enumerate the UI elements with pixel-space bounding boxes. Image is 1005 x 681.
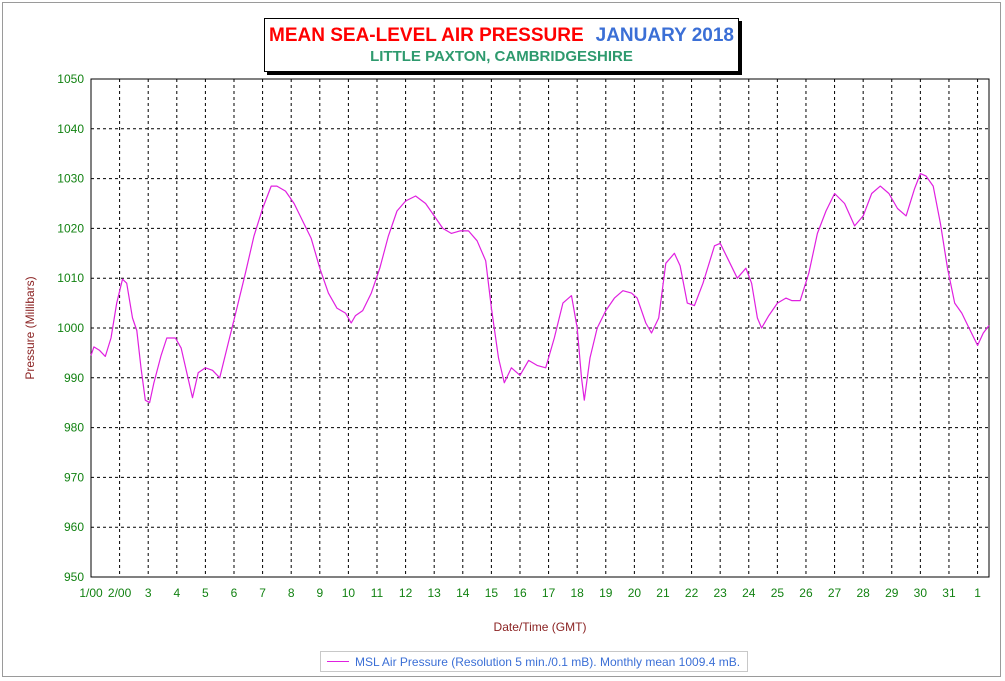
x-tick-label: 28 — [856, 586, 870, 600]
x-tick-label: 17 — [542, 586, 556, 600]
x-tick-label: 18 — [570, 586, 584, 600]
y-tick-label: 1010 — [57, 271, 84, 285]
x-tick-label: 9 — [316, 586, 323, 600]
x-tick-label: 24 — [742, 586, 756, 600]
x-axis-label: Date/Time (GMT) — [494, 620, 587, 634]
x-tick-label: 4 — [173, 586, 180, 600]
legend-swatch — [327, 661, 349, 662]
legend: MSL Air Pressure (Resolution 5 min./0.1 … — [320, 651, 748, 672]
x-tick-label: 25 — [771, 586, 785, 600]
plot-area — [90, 78, 990, 578]
x-tick-label: 21 — [656, 586, 670, 600]
x-tick-label: 12 — [399, 586, 413, 600]
chart-subtitle: LITTLE PAXTON, CAMBRIDGESHIRE — [370, 48, 633, 65]
x-tick-label: 16 — [513, 586, 527, 600]
x-tick-label: 23 — [713, 586, 727, 600]
x-tick-label: 2/00 — [108, 586, 132, 600]
x-tick-label: 6 — [231, 586, 238, 600]
y-tick-label: 990 — [64, 371, 84, 385]
x-tick-label: 27 — [828, 586, 842, 600]
y-axis-label: Pressure (Millibars) — [23, 276, 37, 379]
y-axis-ticks: 950 960 970 980 990 1000 1010 1020 1030 1040 1050 — [57, 72, 84, 584]
x-tick-label: 30 — [914, 586, 928, 600]
x-tick-label: 19 — [599, 586, 613, 600]
y-tick-label: 980 — [64, 421, 84, 435]
y-tick-label: 960 — [64, 520, 84, 534]
x-tick-label: 15 — [485, 586, 499, 600]
series-layer — [90, 173, 990, 404]
y-tick-label: 1030 — [57, 172, 84, 186]
legend-label: MSL Air Pressure (Resolution 5 min./0.1 … — [355, 654, 741, 669]
y-tick-label: 1050 — [57, 72, 84, 86]
x-tick-label: 1 — [974, 586, 981, 600]
x-tick-label: 26 — [799, 586, 813, 600]
chart-title-main: MEAN SEA-LEVEL AIR PRESSURE — [269, 25, 584, 46]
y-tick-label: 950 — [64, 570, 84, 584]
y-tick-label: 1020 — [57, 221, 84, 235]
chart-title-box: MEAN SEA-LEVEL AIR PRESSURE JANUARY 2018 … — [264, 18, 739, 72]
series-line-msl-pressure — [90, 173, 990, 404]
x-tick-label: 3 — [145, 586, 152, 600]
x-tick-label: 11 — [371, 586, 384, 600]
x-tick-label: 31 — [942, 586, 956, 600]
y-tick-label: 1000 — [57, 321, 84, 335]
chart-title-month: JANUARY 2018 — [595, 25, 734, 46]
x-tick-label: 20 — [628, 586, 642, 600]
x-tick-label: 7 — [259, 586, 266, 600]
x-axis-ticks: 1/00 2/00 3 4 5 6 7 8 9 10 11 12 13 14 15 16 17 18 19 20 21 2… — [79, 586, 981, 600]
chart-title: MEAN SEA-LEVEL AIR PRESSURE JANUARY 2018 — [265, 25, 738, 47]
gridlines — [91, 79, 989, 577]
x-tick-label: 13 — [428, 586, 442, 600]
y-tick-label: 970 — [64, 470, 84, 484]
x-tick-label: 29 — [885, 586, 899, 600]
x-tick-label: 10 — [342, 586, 356, 600]
x-tick-label: 14 — [456, 586, 470, 600]
x-tick-label: 8 — [288, 586, 295, 600]
x-tick-label: 5 — [202, 586, 209, 600]
x-tick-label: 22 — [685, 586, 699, 600]
y-tick-label: 1040 — [57, 122, 84, 136]
x-tick-label: 1/00 — [79, 586, 103, 600]
